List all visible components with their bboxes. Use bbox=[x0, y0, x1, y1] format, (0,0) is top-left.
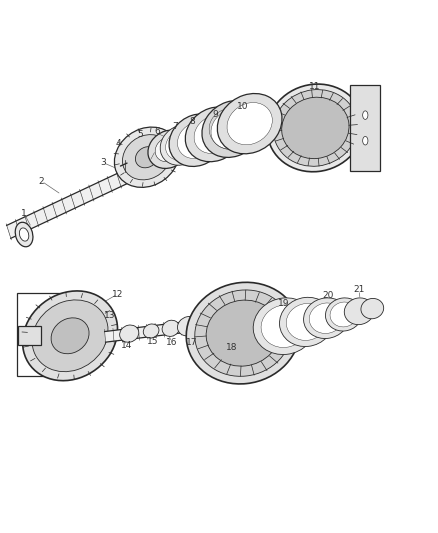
Polygon shape bbox=[350, 85, 380, 171]
Text: 17: 17 bbox=[186, 338, 198, 346]
Text: 12: 12 bbox=[112, 290, 123, 298]
Ellipse shape bbox=[282, 97, 349, 159]
Ellipse shape bbox=[202, 101, 262, 157]
Ellipse shape bbox=[304, 298, 349, 338]
Text: 14: 14 bbox=[121, 341, 133, 350]
Ellipse shape bbox=[185, 107, 244, 161]
Ellipse shape bbox=[166, 130, 198, 160]
Ellipse shape bbox=[273, 90, 357, 166]
Text: 9: 9 bbox=[212, 110, 219, 118]
Ellipse shape bbox=[32, 300, 108, 372]
Ellipse shape bbox=[177, 317, 199, 336]
Ellipse shape bbox=[195, 290, 291, 376]
Text: 3: 3 bbox=[100, 158, 106, 167]
Ellipse shape bbox=[363, 136, 368, 145]
Ellipse shape bbox=[363, 111, 368, 119]
Ellipse shape bbox=[206, 300, 280, 366]
Text: 10: 10 bbox=[237, 102, 249, 111]
Ellipse shape bbox=[169, 114, 225, 166]
Ellipse shape bbox=[325, 298, 362, 331]
Ellipse shape bbox=[155, 137, 182, 161]
Ellipse shape bbox=[194, 115, 235, 154]
Ellipse shape bbox=[135, 147, 158, 168]
Polygon shape bbox=[7, 135, 204, 238]
Ellipse shape bbox=[186, 282, 300, 384]
Ellipse shape bbox=[286, 303, 327, 341]
Ellipse shape bbox=[143, 324, 159, 338]
Ellipse shape bbox=[15, 222, 33, 247]
Polygon shape bbox=[18, 326, 41, 345]
Ellipse shape bbox=[160, 125, 203, 165]
Polygon shape bbox=[105, 318, 215, 342]
Text: 15: 15 bbox=[147, 337, 158, 345]
Text: 18: 18 bbox=[226, 343, 238, 352]
Ellipse shape bbox=[330, 302, 357, 327]
Text: 1: 1 bbox=[21, 209, 27, 217]
Ellipse shape bbox=[114, 127, 179, 188]
Text: 8: 8 bbox=[190, 117, 196, 126]
Text: 6: 6 bbox=[154, 127, 160, 135]
Ellipse shape bbox=[361, 298, 384, 319]
Ellipse shape bbox=[267, 84, 364, 172]
Ellipse shape bbox=[344, 298, 374, 325]
Ellipse shape bbox=[123, 135, 171, 180]
Text: 5: 5 bbox=[137, 130, 143, 139]
Ellipse shape bbox=[148, 130, 189, 168]
Ellipse shape bbox=[19, 228, 29, 241]
Ellipse shape bbox=[253, 298, 316, 354]
Ellipse shape bbox=[23, 291, 117, 381]
Text: 7: 7 bbox=[172, 122, 178, 131]
Text: 11: 11 bbox=[309, 82, 320, 91]
Ellipse shape bbox=[279, 297, 334, 346]
Ellipse shape bbox=[51, 318, 89, 354]
Ellipse shape bbox=[217, 93, 282, 154]
Text: 21: 21 bbox=[353, 286, 365, 294]
Text: 16: 16 bbox=[166, 338, 177, 346]
Text: 2: 2 bbox=[39, 177, 44, 185]
Ellipse shape bbox=[227, 102, 272, 145]
Ellipse shape bbox=[211, 109, 253, 149]
Text: 20: 20 bbox=[323, 291, 334, 300]
Text: 19: 19 bbox=[278, 300, 290, 308]
Ellipse shape bbox=[261, 305, 308, 348]
Ellipse shape bbox=[309, 303, 343, 334]
Ellipse shape bbox=[177, 122, 217, 159]
Ellipse shape bbox=[120, 325, 139, 342]
Text: 13: 13 bbox=[104, 311, 115, 320]
Ellipse shape bbox=[162, 320, 180, 336]
Text: 4: 4 bbox=[116, 140, 121, 148]
